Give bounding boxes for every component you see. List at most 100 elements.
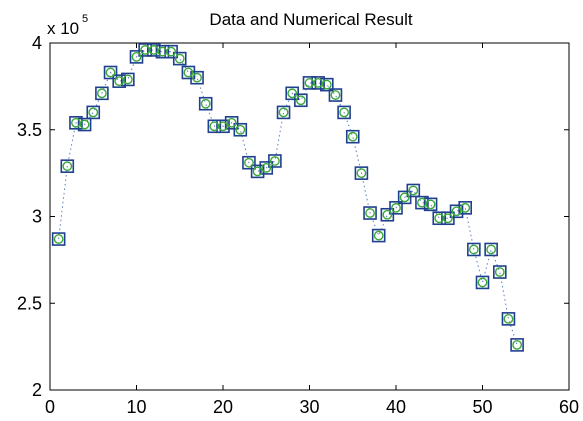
data-point-square xyxy=(172,51,187,66)
numerical-point-circle xyxy=(512,339,522,350)
axes-ticks: 0 10 20 30 40 50 60 2 2.5 3 3.5 4 xyxy=(17,33,579,417)
data-point-square xyxy=(475,275,490,290)
x-tick-label: 50 xyxy=(472,397,492,417)
numerical-point-circle xyxy=(278,107,289,118)
numerical-point-circle xyxy=(62,161,73,172)
data-point-square xyxy=(302,76,317,90)
data-point-square xyxy=(294,93,308,108)
numerical-point-circle xyxy=(192,72,202,83)
data-point-square xyxy=(380,207,395,222)
data-point-square xyxy=(492,265,507,279)
x-tick-label: 40 xyxy=(386,397,406,417)
numerical-point-circle xyxy=(218,121,228,132)
data-point-square xyxy=(164,44,178,59)
x-tick-label: 60 xyxy=(559,397,579,417)
numerical-point-circle xyxy=(252,166,263,177)
y-multiplier-exponent: 5 xyxy=(82,13,88,25)
numerical-point-circle xyxy=(425,199,436,210)
numerical-point-circle xyxy=(122,74,133,85)
data-point-square xyxy=(138,43,152,57)
data-point-square xyxy=(285,86,300,101)
numerical-point-circle xyxy=(382,209,393,220)
series-layer xyxy=(51,43,524,352)
numerical-point-circle xyxy=(105,67,116,78)
data-point-square xyxy=(242,155,256,170)
numerical-point-circle xyxy=(269,156,280,166)
data-point-square xyxy=(363,206,377,220)
data-point-square xyxy=(129,50,144,64)
numerical-point-circle xyxy=(408,185,419,196)
data-point-square xyxy=(423,197,438,212)
data-point-square xyxy=(441,211,455,226)
numerical-point-circle xyxy=(174,53,185,64)
numerical-point-circle xyxy=(166,46,177,57)
numerical-point-circle xyxy=(503,313,514,324)
data-point-square xyxy=(389,201,403,215)
y-tick-label: 4 xyxy=(32,33,42,53)
data-point-square xyxy=(121,72,135,87)
numerical-point-circle xyxy=(200,98,211,109)
data-point-square xyxy=(311,76,325,90)
data-point-square xyxy=(371,228,386,243)
data-point-square xyxy=(155,44,170,59)
numerical-point-circle xyxy=(235,124,246,135)
numerical-point-circle xyxy=(365,208,375,218)
numerical-point-circle xyxy=(321,79,332,90)
data-point-square xyxy=(406,183,421,198)
y-tick-label: 2 xyxy=(32,380,42,400)
numerical-point-circle xyxy=(399,192,410,203)
data-point-square xyxy=(207,119,222,134)
data-point-square xyxy=(77,117,92,132)
data-point-square xyxy=(432,211,447,226)
data-point-square xyxy=(510,338,524,352)
numerical-point-circle xyxy=(391,202,401,213)
numerical-point-circle xyxy=(477,277,488,288)
data-point-square xyxy=(345,129,360,144)
data-point-square xyxy=(86,105,101,120)
numerical-point-circle xyxy=(244,157,254,168)
data-point-square xyxy=(354,166,369,180)
numerical-point-circle xyxy=(97,88,107,99)
data-point-square xyxy=(397,190,412,205)
data-point-square xyxy=(51,232,66,246)
data-point-square xyxy=(319,77,334,92)
numerical-point-circle xyxy=(226,117,237,128)
numerical-point-circle xyxy=(287,88,298,99)
numerical-point-circle xyxy=(451,206,462,217)
data-point-square xyxy=(147,43,161,57)
data-point-square xyxy=(328,88,343,102)
numerical-point-circle xyxy=(494,267,505,277)
numerical-point-circle xyxy=(347,131,358,142)
numerical-point-circle xyxy=(356,168,367,179)
numerical-point-circle xyxy=(339,107,349,118)
data-point-square xyxy=(103,65,118,80)
numerical-point-circle xyxy=(53,234,64,244)
chart-title: Data and Numerical Result xyxy=(209,10,412,29)
data-point-square xyxy=(198,96,213,111)
numerical-point-circle xyxy=(261,163,272,173)
data-point-square xyxy=(112,74,126,88)
numerical-point-circle xyxy=(79,119,90,130)
data-point-square xyxy=(415,195,429,210)
data-point-square xyxy=(95,86,109,101)
numerical-point-circle xyxy=(460,202,471,213)
data-point-square xyxy=(233,122,248,137)
data-point-square xyxy=(60,159,75,173)
data-point-square xyxy=(337,105,351,120)
numerical-point-circle xyxy=(330,90,341,100)
x-tick-label: 30 xyxy=(299,397,319,417)
numerical-point-circle xyxy=(88,107,99,118)
data-point-square xyxy=(501,312,516,326)
numerical-point-circle xyxy=(183,67,194,78)
x-tick-label: 10 xyxy=(126,397,146,417)
numerical-point-circle xyxy=(373,230,384,241)
data-point-square xyxy=(467,242,481,257)
data-point-square xyxy=(484,242,498,257)
data-point-square xyxy=(190,70,204,85)
x-tick-label: 0 xyxy=(45,397,55,417)
numerical-point-circle xyxy=(468,244,479,255)
numerical-point-circle xyxy=(486,244,497,255)
numerical-point-circle xyxy=(131,51,142,62)
data-point-square xyxy=(268,154,282,168)
